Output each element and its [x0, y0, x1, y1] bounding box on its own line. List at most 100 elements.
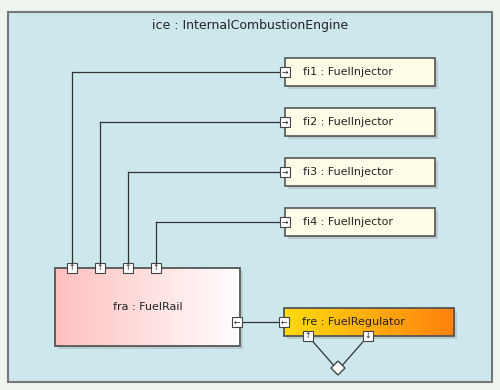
Bar [310, 308, 314, 336]
Bar [363, 331, 373, 341]
Bar [420, 308, 425, 336]
Bar [60, 268, 65, 346]
Bar [138, 268, 143, 346]
Bar [412, 308, 416, 336]
Bar [416, 308, 420, 336]
Bar [369, 308, 374, 336]
Text: fi4 : FuelInjector: fi4 : FuelInjector [303, 217, 393, 227]
Bar [157, 268, 162, 346]
Bar [58, 271, 243, 349]
Bar [284, 308, 289, 336]
Bar [356, 308, 361, 336]
Bar [344, 308, 348, 336]
Text: fi3 : FuelInjector: fi3 : FuelInjector [303, 167, 393, 177]
Bar [288, 308, 293, 336]
Bar [288, 111, 438, 139]
Text: ←: ← [281, 317, 287, 326]
Bar [95, 263, 105, 273]
Bar [74, 268, 78, 346]
Bar [280, 67, 290, 77]
Bar [288, 61, 438, 89]
Bar [208, 268, 213, 346]
Bar [365, 308, 370, 336]
Bar [236, 268, 240, 346]
Bar [280, 167, 290, 177]
Bar [297, 308, 302, 336]
Bar [301, 308, 306, 336]
Polygon shape [331, 361, 345, 375]
Bar [373, 308, 378, 336]
Bar [284, 308, 454, 336]
Bar [433, 308, 438, 336]
Bar [55, 268, 60, 346]
Bar [352, 308, 357, 336]
Bar [386, 308, 391, 336]
Bar [437, 308, 442, 336]
Text: ↑: ↑ [153, 264, 159, 273]
Bar [232, 317, 242, 327]
Bar [442, 308, 446, 336]
Bar [285, 208, 435, 236]
Bar [322, 308, 327, 336]
Bar [314, 308, 318, 336]
Bar [403, 308, 408, 336]
Text: fra : FuelRail: fra : FuelRail [112, 302, 182, 312]
Bar [162, 268, 166, 346]
Text: →: → [282, 218, 288, 227]
Bar [226, 268, 231, 346]
Bar [83, 268, 88, 346]
Bar [217, 268, 222, 346]
Bar [176, 268, 180, 346]
Bar [124, 268, 130, 346]
Bar [123, 263, 133, 273]
Bar [280, 117, 290, 127]
Bar [67, 263, 77, 273]
Text: →: → [282, 67, 288, 76]
Bar [231, 268, 236, 346]
Bar [143, 268, 148, 346]
Bar [335, 308, 340, 336]
Bar [222, 268, 226, 346]
Bar [129, 268, 134, 346]
Text: →: → [282, 167, 288, 177]
Text: →: → [282, 117, 288, 126]
Bar [106, 268, 111, 346]
Bar [318, 308, 323, 336]
Text: fi1 : FuelInjector: fi1 : FuelInjector [303, 67, 393, 77]
Text: ↑: ↑ [305, 332, 311, 340]
Bar [180, 268, 185, 346]
Bar [303, 331, 313, 341]
Bar [69, 268, 74, 346]
Bar [378, 308, 382, 336]
Bar [64, 268, 70, 346]
Bar [285, 58, 435, 86]
Bar [348, 308, 352, 336]
Bar [166, 268, 171, 346]
Text: fre : FuelRegulator: fre : FuelRegulator [302, 317, 405, 327]
Bar [292, 308, 297, 336]
Bar [424, 308, 429, 336]
Bar [390, 308, 395, 336]
Bar [55, 268, 240, 346]
Bar [287, 311, 457, 339]
Bar [134, 268, 139, 346]
Text: fi2 : FuelInjector: fi2 : FuelInjector [303, 117, 393, 127]
Bar [151, 263, 161, 273]
Bar [288, 211, 438, 239]
Bar [428, 308, 433, 336]
Bar [407, 308, 412, 336]
Bar [189, 268, 194, 346]
Text: ↑: ↑ [69, 264, 75, 273]
Bar [360, 308, 365, 336]
Bar [110, 268, 116, 346]
Bar [280, 217, 290, 227]
Bar [78, 268, 83, 346]
Bar [198, 268, 203, 346]
Bar [279, 317, 289, 327]
Bar [194, 268, 199, 346]
Bar [184, 268, 190, 346]
Bar [203, 268, 208, 346]
Bar [152, 268, 157, 346]
Bar [288, 161, 438, 189]
Bar [120, 268, 125, 346]
